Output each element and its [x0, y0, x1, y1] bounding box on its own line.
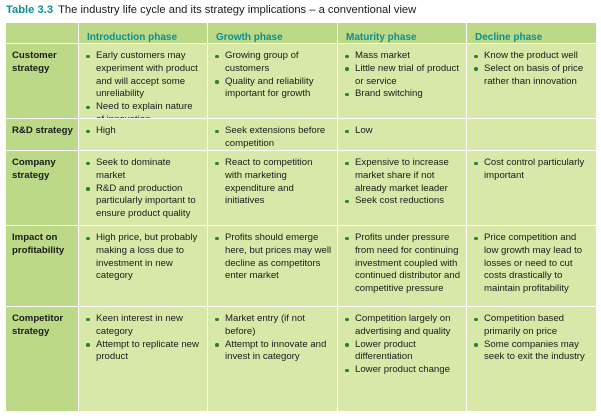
table-cell-customer-strategy-introduction: Early customers may experiment with prod… [78, 43, 207, 125]
bullet-list: Mass market Little new trial of product o… [344, 50, 461, 101]
bullet-list: Price competition and low growth may lea… [473, 232, 591, 296]
bullet-item: Lower product change [344, 364, 461, 377]
table-cell-impact-on-profitability-decline: Price competition and low growth may lea… [466, 225, 596, 306]
table-cell-customer-strategy-growth: Growing group of customers Quality and re… [207, 43, 337, 118]
table-cell-competitor-strategy-decline: Competition based primarily on price Some… [466, 306, 596, 411]
bullet-item: Market entry (if not before) [214, 313, 332, 339]
table-title: The industry life cycle and its strategy… [58, 4, 417, 16]
table-cell-impact-on-profitability-introduction: High price, but probably making a loss d… [78, 225, 207, 306]
column-header-label: Growth phase [216, 32, 283, 43]
table-cell-company-strategy-growth: React to competition with marketing expe… [207, 150, 337, 225]
bullet-item: Little new trial of product or service [344, 63, 461, 89]
row-label-text: Customer strategy [12, 50, 57, 74]
bullet-list: Early customers may experiment with prod… [85, 50, 202, 127]
bullet-item: Some companies may seek to exit the indu… [473, 339, 591, 365]
column-header-label: Decline phase [475, 32, 543, 43]
bullet-item: Brand switching [344, 88, 461, 101]
life-cycle-table: Introduction phase Growth phase Maturity… [6, 23, 596, 411]
bullet-list: Seek to dominate market R&D and productio… [85, 157, 202, 221]
bullet-list: High [85, 125, 202, 138]
bullet-item: Seek cost reductions [344, 195, 461, 208]
table-cell-company-strategy-maturity: Expensive to increase market share if no… [337, 150, 466, 225]
column-header-maturity: Maturity phase [337, 23, 466, 43]
bullet-list: Competition largely on advertising and q… [344, 313, 461, 377]
table-cell-rd-strategy-growth: Seek extensions before competition [207, 118, 337, 150]
bullet-item: Attempt to replicate new product [85, 339, 202, 365]
table-cell-rd-strategy-maturity: Low [337, 118, 466, 150]
bullet-item: Growing group of customers [214, 50, 332, 76]
table-cell-competitor-strategy-maturity: Competition largely on advertising and q… [337, 306, 466, 411]
bullet-item: Profits should emerge here, but prices m… [214, 232, 332, 283]
bullet-item: Cost control particularly important [473, 157, 591, 183]
bullet-item: High [85, 125, 202, 138]
bullet-list: Expensive to increase market share if no… [344, 157, 461, 208]
corner-cell [6, 23, 78, 43]
bullet-list: Profits under pressure from need for con… [344, 232, 461, 296]
row-label-text: Company strategy [12, 157, 56, 181]
bullet-item: Seek extensions before competition [214, 125, 332, 151]
row-label-impact-on-profitability: Impact on profitability [6, 225, 78, 306]
table-cell-impact-on-profitability-growth: Profits should emerge here, but prices m… [207, 225, 337, 306]
table-number: Table 3.3 [6, 4, 54, 16]
table-cell-competitor-strategy-growth: Market entry (if not before) Attempt to i… [207, 306, 337, 411]
column-header-decline: Decline phase [466, 23, 596, 43]
bullet-item: Keen interest in new category [85, 313, 202, 339]
column-header-growth: Growth phase [207, 23, 337, 43]
bullet-item: Select on basis of price rather than inn… [473, 63, 591, 89]
bullet-list: React to competition with marketing expe… [214, 157, 332, 208]
table-caption: Table 3.3 The industry life cycle and its… [6, 3, 416, 17]
row-label-text: Impact on profitability [12, 232, 65, 256]
bullet-list: High price, but probably making a loss d… [85, 232, 202, 283]
row-label-rd-strategy: R&D strategy [6, 118, 78, 150]
table-cell-rd-strategy-introduction: High [78, 118, 207, 150]
table-cell-impact-on-profitability-maturity: Profits under pressure from need for con… [337, 225, 466, 306]
table-cell-customer-strategy-decline: Know the product well Select on basis of … [466, 43, 596, 118]
bullet-list: Growing group of customers Quality and re… [214, 50, 332, 101]
bullet-item: Seek to dominate market [85, 157, 202, 183]
bullet-item: Profits under pressure from need for con… [344, 232, 461, 296]
bullet-item: Low [344, 125, 461, 138]
bullet-list: Profits should emerge here, but prices m… [214, 232, 332, 283]
bullet-list: Competition based primarily on price Some… [473, 313, 591, 364]
bullet-item: Expensive to increase market share if no… [344, 157, 461, 195]
bullet-list: Low [344, 125, 461, 138]
bullet-item: Early customers may experiment with prod… [85, 50, 202, 101]
table-cell-rd-strategy-decline [466, 118, 596, 150]
bullet-list: Keen interest in new category Attempt to … [85, 313, 202, 364]
row-label-text: R&D strategy [12, 125, 73, 136]
bullet-item: R&D and production particularly importan… [85, 183, 202, 221]
row-label-competitor-strategy: Competitor strategy [6, 306, 78, 411]
table-cell-customer-strategy-maturity: Mass market Little new trial of product o… [337, 43, 466, 118]
column-header-label: Maturity phase [346, 32, 417, 43]
row-label-customer-strategy: Customer strategy [6, 43, 78, 118]
row-label-company-strategy: Company strategy [6, 150, 78, 225]
bullet-item: Lower product differentiation [344, 339, 461, 365]
bullet-item: Competition largely on advertising and q… [344, 313, 461, 339]
column-header-label: Introduction phase [87, 32, 177, 43]
bullet-list: Market entry (if not before) Attempt to i… [214, 313, 332, 364]
row-label-text: Competitor strategy [12, 313, 64, 337]
column-header-introduction: Introduction phase [78, 23, 207, 43]
bullet-item: Attempt to innovate and invest in catego… [214, 339, 332, 365]
bullet-item: Quality and reliability important for gr… [214, 76, 332, 102]
bullet-item: Know the product well [473, 50, 591, 63]
bullet-item: High price, but probably making a loss d… [85, 232, 202, 283]
bullet-list: Cost control particularly important [473, 157, 591, 183]
bullet-item: React to competition with marketing expe… [214, 157, 332, 208]
bullet-item: Price competition and low growth may lea… [473, 232, 591, 296]
table-cell-company-strategy-decline: Cost control particularly important [466, 150, 596, 225]
bullet-item: Competition based primarily on price [473, 313, 591, 339]
bullet-item: Mass market [344, 50, 461, 63]
bullet-list: Know the product well Select on basis of … [473, 50, 591, 88]
table-cell-competitor-strategy-introduction: Keen interest in new category Attempt to … [78, 306, 207, 411]
table-cell-company-strategy-introduction: Seek to dominate market R&D and productio… [78, 150, 207, 225]
bullet-list: Seek extensions before competition [214, 125, 332, 151]
